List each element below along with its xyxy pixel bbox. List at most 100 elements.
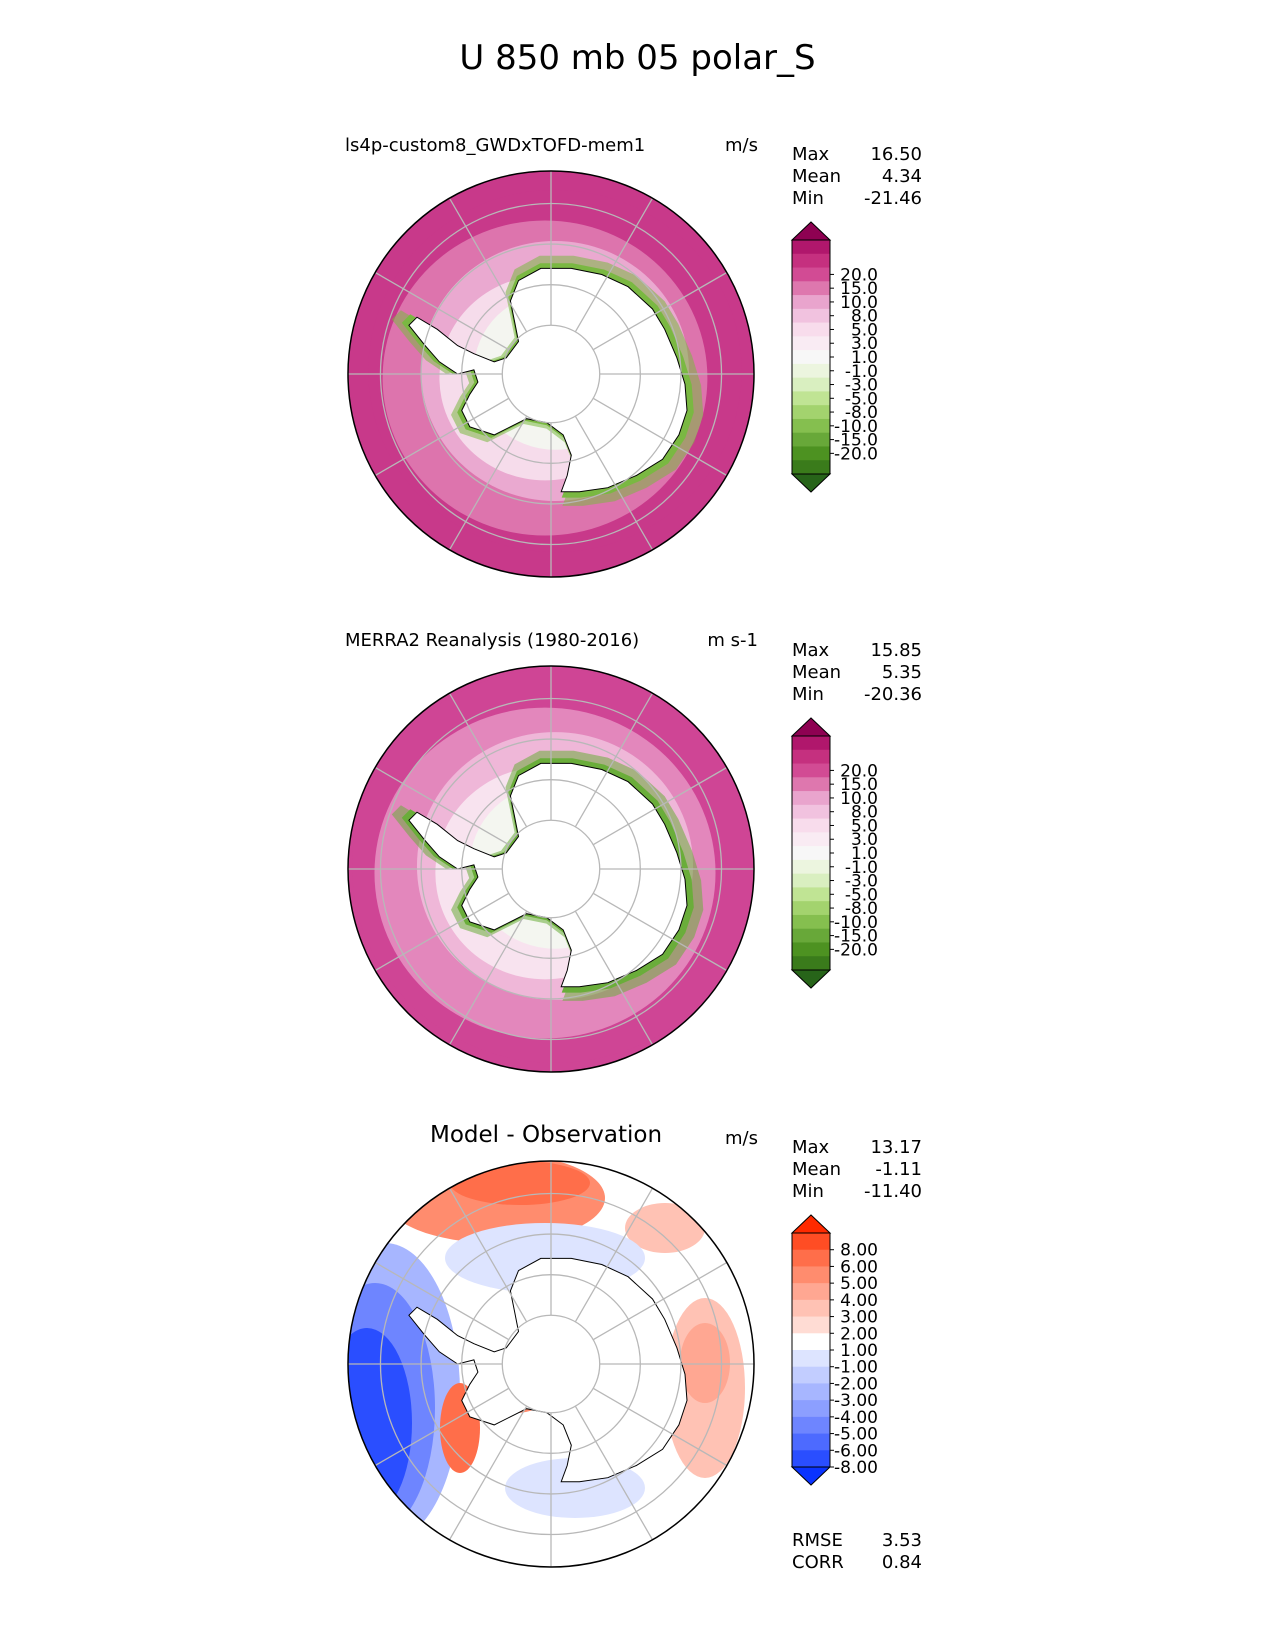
panel-title-obs: MERRA2 Reanalysis (1980-2016) (345, 630, 640, 651)
stat-value: 0.84 (881, 1552, 922, 1573)
meridian-line (448, 197, 528, 333)
anomaly-region (680, 1323, 730, 1403)
colorbar-tick-label: 8.0 (851, 307, 878, 327)
colorbar-segment (792, 446, 830, 461)
polar-map-obs (347, 665, 755, 1073)
polar-map-diff (347, 1160, 755, 1568)
map-field (348, 1161, 754, 1567)
meridian-line (448, 1187, 528, 1323)
colorbar-extend-bottom (790, 1466, 832, 1486)
continent-interior (408, 268, 687, 492)
colorbar-segment (792, 791, 830, 806)
colorbar-extend-top (790, 221, 832, 241)
colorbar-segment (792, 1266, 830, 1284)
colorbar-tick-label: 2.00 (840, 1324, 878, 1344)
colorbar-segment (792, 1383, 830, 1401)
colorbar-tick-label: -1.00 (834, 1358, 878, 1378)
colorbar-segment (792, 873, 830, 888)
colorbar-segment (792, 1350, 830, 1368)
stat-value: 15.85 (870, 640, 922, 661)
meridian-line (448, 910, 528, 1046)
colorbar-segment (792, 1433, 830, 1451)
colorbar-tick-label: 5.00 (840, 1274, 878, 1294)
colorbar-tick-label: 3.0 (851, 334, 878, 354)
polar-map-model (347, 170, 755, 578)
colorbar-segment (792, 818, 830, 833)
colorbar-segment (792, 322, 830, 337)
meridian-line (574, 415, 654, 551)
colorbar-segment (792, 1450, 830, 1468)
stat-label: Mean (792, 166, 842, 187)
colorbar-segment (792, 281, 830, 296)
colorbar-segment (792, 460, 830, 475)
continent-interior (408, 1258, 687, 1482)
map-boundary (347, 1160, 755, 1568)
coastline (408, 762, 688, 988)
colorbar-segment (792, 777, 830, 792)
meridian-line (374, 766, 510, 846)
stat-label: CORR (792, 1552, 844, 1573)
stat-label: RMSE (792, 1530, 843, 1551)
colorbar-tick-label: -20.0 (834, 940, 878, 960)
colorbar-segment (792, 1416, 830, 1435)
colorbar-tick-label: -1.0 (845, 858, 878, 878)
colorbar-tick-label: -10.0 (834, 913, 878, 933)
colorbar-segment (792, 1366, 830, 1384)
colorbar-segment (792, 832, 830, 847)
stat-value: -21.46 (863, 188, 922, 209)
colorbar-segment (792, 763, 830, 778)
colorbar-tick-label: 5.0 (851, 816, 878, 836)
colorbar-segment (792, 432, 830, 447)
colorbar-tick-label: 1.00 (840, 1341, 878, 1361)
colorbar-tick-label: 20.0 (840, 265, 878, 285)
map-boundary (347, 665, 755, 1073)
meridian-line (574, 1405, 654, 1541)
stat-value: 16.50 (870, 144, 922, 165)
meridian-line (374, 892, 510, 972)
colorbar-segment (792, 1400, 830, 1418)
colorbar-segment (792, 377, 830, 392)
stat-label: Mean (792, 1159, 842, 1180)
colorbar-segment (792, 350, 830, 365)
colorbar-tick-label: -15.0 (834, 431, 878, 451)
colorbar-obs: 20.015.010.08.05.03.01.0-1.0-3.0-5.0-8.0… (790, 717, 878, 989)
meridian-line (374, 271, 510, 351)
colorbar-segment (792, 308, 830, 324)
colorbar-tick-label: -5.0 (845, 389, 878, 409)
colorbar-tick-label: -3.00 (834, 1391, 878, 1411)
colorbar-tick-label: 6.00 (840, 1257, 878, 1277)
coastline (408, 267, 688, 493)
stats-model: Max 16.50 Mean 4.34 Min -21.46 (792, 144, 922, 210)
meridian-line (374, 1261, 510, 1341)
colorbar-segment (792, 859, 830, 875)
colorbar-tick-label: -4.00 (834, 1408, 878, 1428)
anomaly-region (348, 1328, 412, 1518)
colorbar-tick-label: 20.0 (840, 761, 878, 781)
colorbar-segment (792, 253, 830, 269)
meridian-line (592, 892, 728, 972)
colorbar-segment (792, 914, 830, 930)
stats-obs: Max 15.85 Mean 5.35 Min -20.36 (792, 640, 922, 706)
units-obs: m s-1 (707, 630, 758, 651)
colorbar-tick-label: -2.00 (834, 1374, 878, 1394)
colorbar-extend-bottom (790, 473, 832, 493)
panel-title-model: ls4p-custom8_GWDxTOFD-mem1 (345, 135, 646, 156)
colorbar-segment (792, 901, 830, 916)
colorbar-tick-label: -3.0 (845, 376, 878, 396)
colorbar-tick-label: 15.0 (840, 279, 878, 299)
colorbar-segment (792, 887, 830, 902)
anomaly-region (450, 1161, 590, 1205)
stat-value: -20.36 (863, 684, 922, 705)
colorbar-tick-label: -5.00 (834, 1425, 878, 1445)
colorbar-segment (792, 336, 830, 351)
stat-value: -1.11 (875, 1159, 922, 1180)
stat-label: Min (792, 1181, 824, 1202)
colorbar-extend-bottom (790, 969, 832, 989)
colorbar-tick-label: 3.00 (840, 1308, 878, 1328)
meridian-line (592, 397, 728, 477)
meridian-line (574, 197, 654, 333)
colorbar-tick-label: 10.0 (840, 789, 878, 809)
stat-value: 13.17 (870, 1137, 922, 1158)
colorbar-segment (792, 956, 830, 971)
colorbar-model: 20.015.010.08.05.03.01.0-1.0-3.0-5.0-8.0… (790, 221, 878, 493)
